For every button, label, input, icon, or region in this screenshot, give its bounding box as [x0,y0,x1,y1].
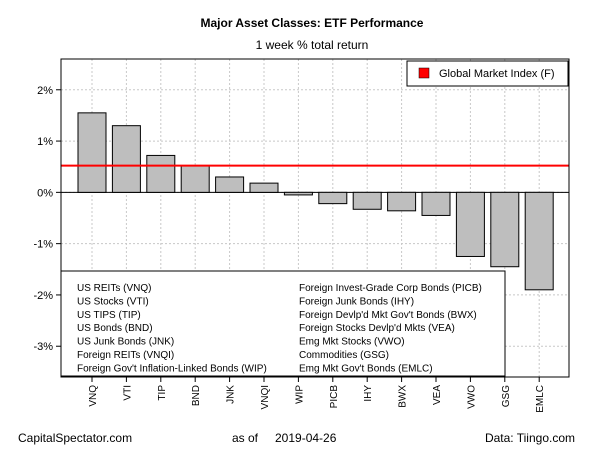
key-entry-right: Commodities (GSG) [299,350,389,361]
y-tick-label: 1% [37,136,53,148]
bars [77,112,554,291]
key-entry-right: Emg Mkt Gov't Bonds (EMLC) [299,363,433,374]
chart-title: Major Asset Classes: ETF Performance [201,16,424,30]
y-tick-label: -1% [33,239,53,251]
key-entry-left: Foreign REITs (VNQI) [77,350,174,361]
legend-swatch [418,67,430,79]
bar-vti [111,125,141,193]
x-tick-label: VNQI [260,385,271,409]
key-entry-left: US Bonds (BND) [77,323,153,334]
key-entry-left: US Stocks (VTI) [77,296,149,307]
x-tick-label: GSG [501,385,512,407]
chart-subtitle: 1 week % total return [256,38,369,52]
bar-picb [318,191,348,205]
x-tick-label: BWX [398,385,409,408]
bar-bnd [180,165,210,193]
key-entry-right: Foreign Invest-Grade Corp Bonds (PICB) [299,283,482,294]
bar-vnqi [249,182,279,193]
x-axis-ticks: VNQ VTI TIP BND JNK VNQI WIP PICB IHY BWX VEA VWO GS… [88,377,546,413]
bar-gsg [490,191,520,268]
x-tick-label: VTI [122,385,133,401]
key-entry-left: US Junk Bonds (JNK) [77,337,174,348]
key-entry-left: Foreign Gov't Inflation-Linked Bonds (WI… [77,363,267,374]
y-tick-label: -2% [33,290,53,302]
bar-jnk [215,176,245,193]
bar-vnq [77,112,107,193]
key-entry-right: Foreign Junk Bonds (IHY) [299,296,414,307]
key-entry-right: Foreign Devlp'd Mkt Gov't Bonds (BWX) [299,310,477,321]
x-tick-label: BND [191,385,202,406]
x-tick-label: VNQ [88,385,99,407]
footer-as-of: as of [232,431,259,445]
x-tick-label: PICB [329,385,340,409]
y-axis-ticks: 2% 1% 0% -1% -2% -3% [33,85,61,353]
legend-label: Global Market Index (F) [439,68,555,80]
bar-tip [146,154,176,193]
key-entry-right: Foreign Stocks Devlp'd Mkts (VEA) [299,323,455,334]
bar-emlc [524,191,554,291]
x-tick-label: WIP [294,385,305,404]
bar-vea [421,191,451,216]
bar-vwo [455,191,485,257]
plot-frame [60,58,570,378]
legend: Global Market Index (F) [406,60,569,87]
x-tick-label: EMLC [535,385,546,413]
bar-ihy [352,191,382,210]
key-entry-right: Emg Mkt Stocks (VWO) [299,337,405,348]
y-tick-label: -3% [33,341,53,353]
y-tick-label: 2% [37,85,53,97]
y-tick-label: 0% [37,187,53,199]
bar-bwx [387,191,417,212]
key-entry-left: US REITs (VNQ) [77,283,151,294]
x-tick-label: VEA [432,385,443,405]
x-tick-label: JNK [226,385,237,404]
footer-data-source: Data: Tiingo.com [485,431,575,445]
footer-date: 2019-04-26 [275,431,337,445]
x-tick-label: VWO [466,385,477,409]
bar-wip [283,191,313,196]
footer: CapitalSpectator.com as of 2019-04-26 Da… [18,431,575,445]
x-tick-label: TIP [157,385,168,401]
ticker-key: US REITs (VNQ) US Stocks (VTI) US TIPS (TI… [60,270,506,377]
x-tick-label: IHY [363,385,374,402]
key-entry-left: US TIPS (TIP) [77,310,141,321]
footer-source: CapitalSpectator.com [18,431,132,445]
